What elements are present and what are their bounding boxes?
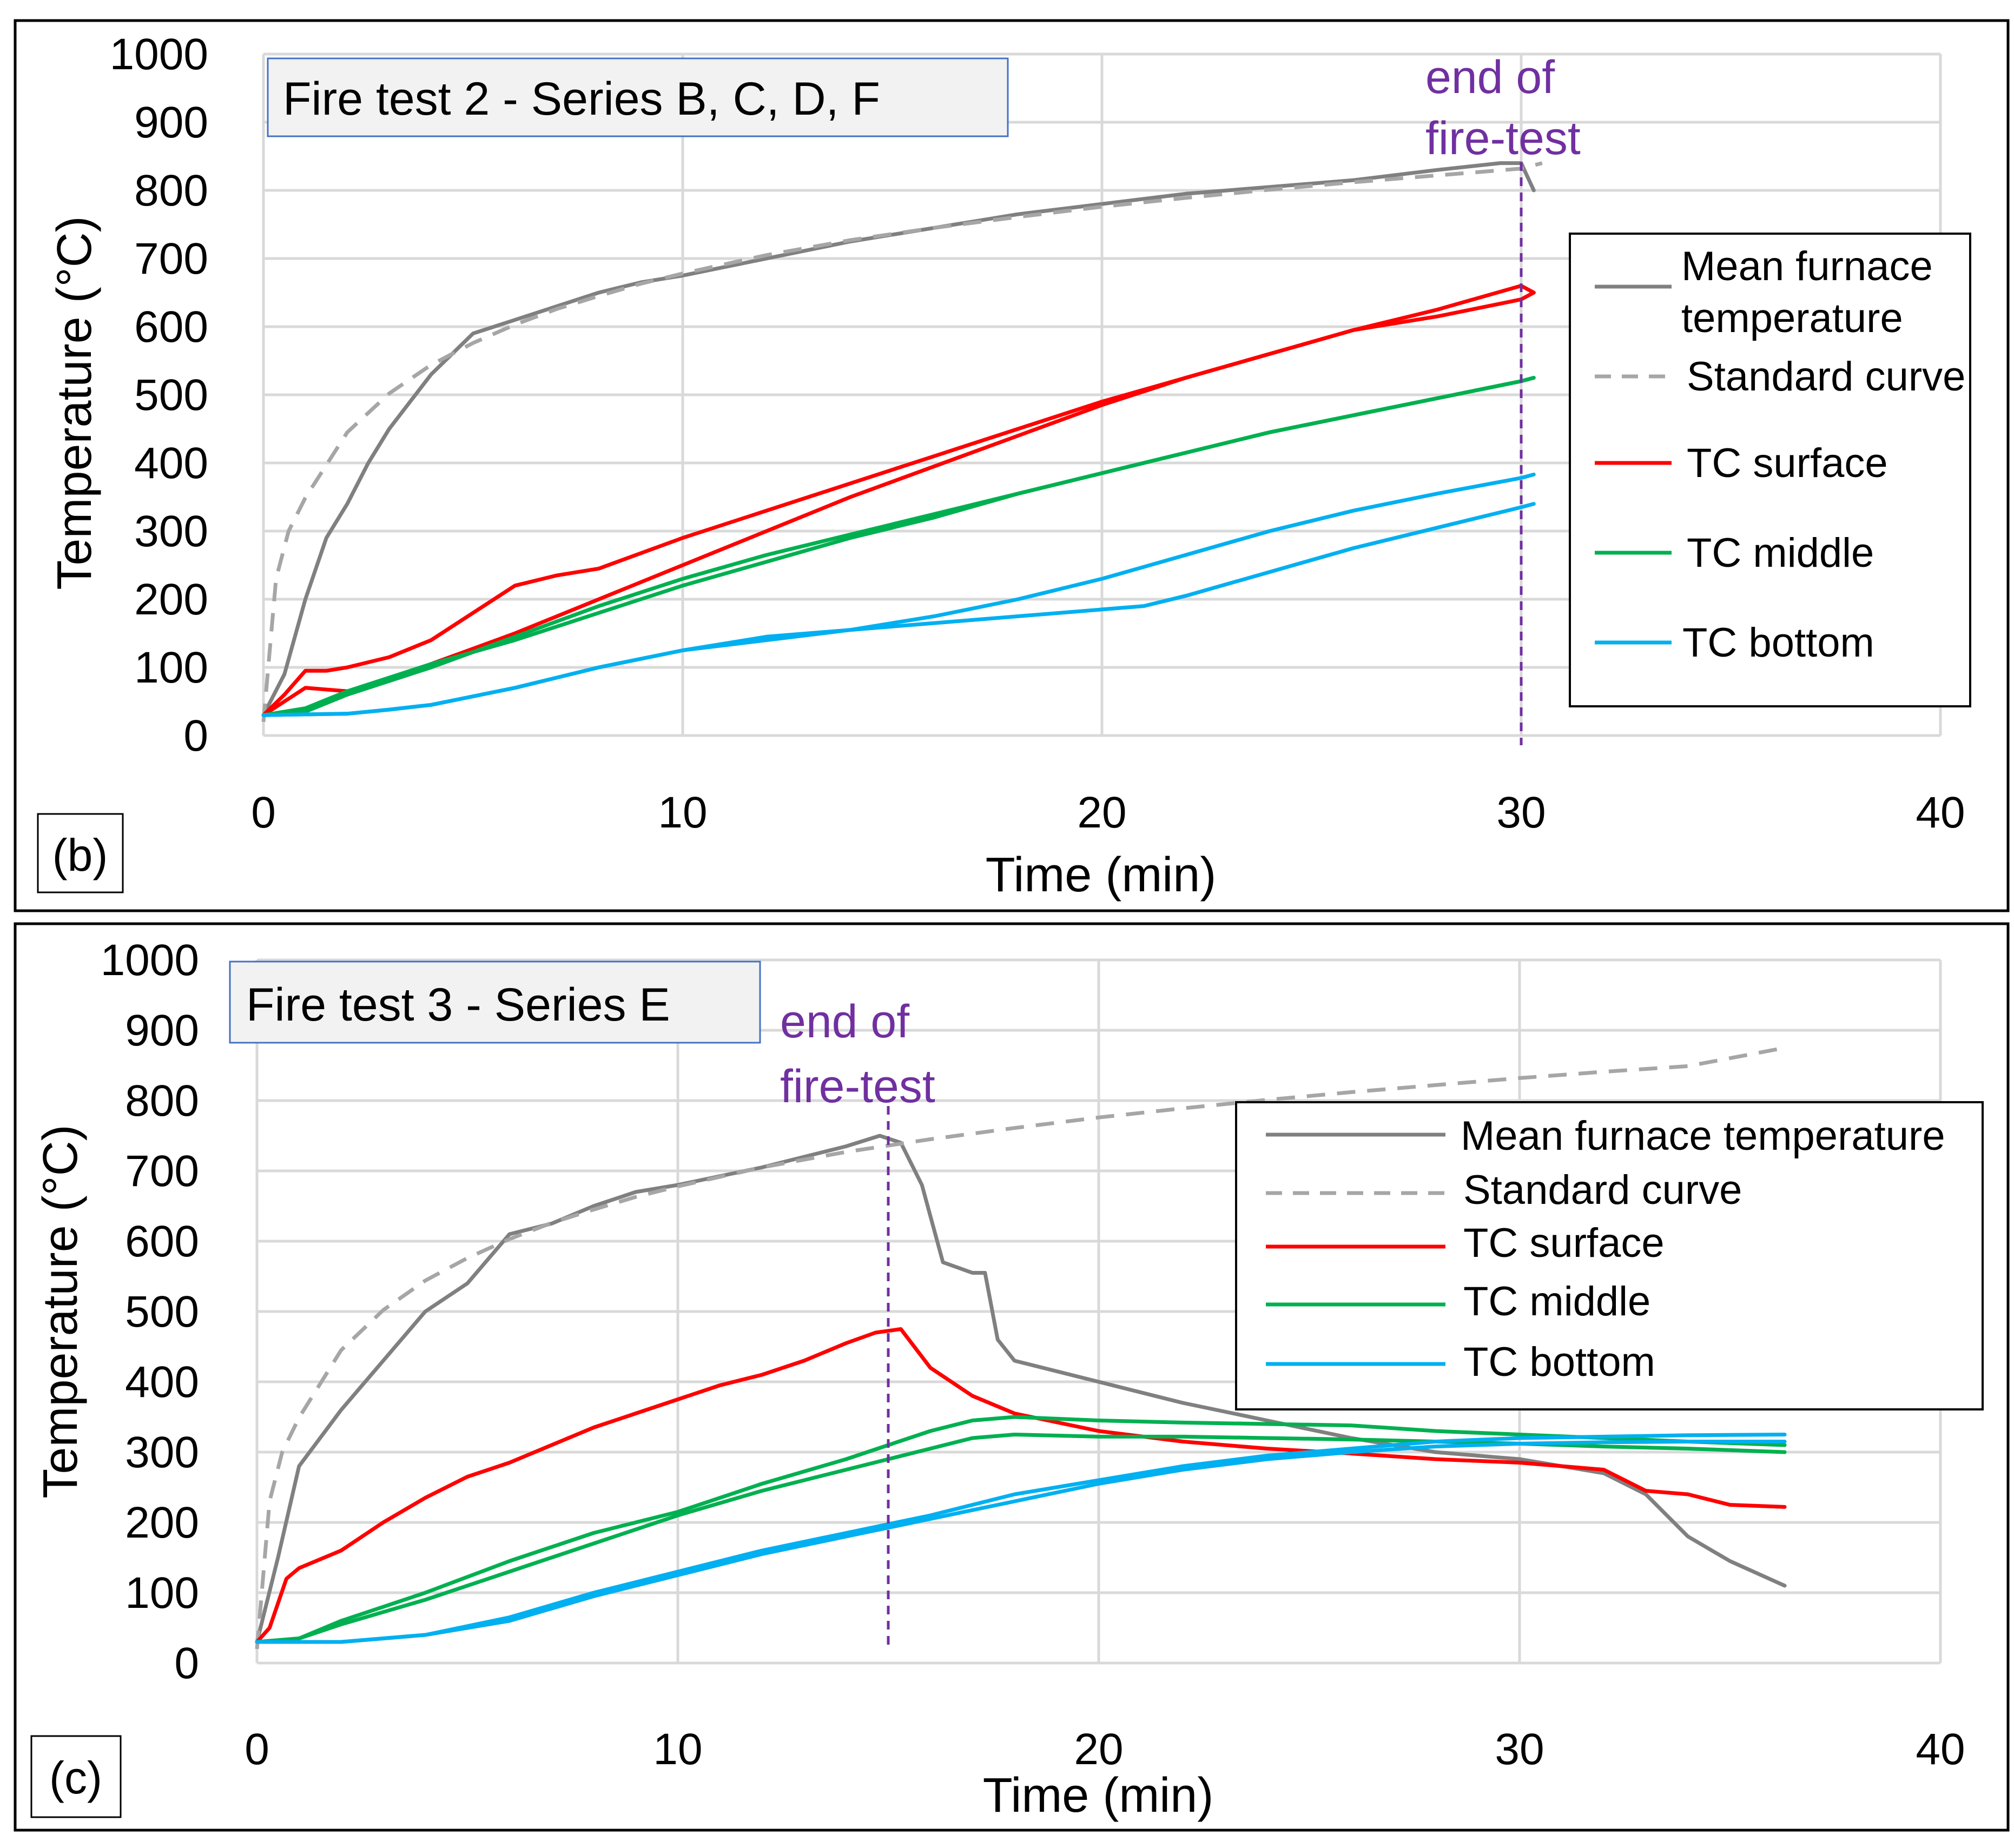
y-tick-label: 800 xyxy=(134,166,208,215)
panel-b-y-ticks: 0 100 200 300 400 500 600 700 800 900 1000 xyxy=(110,30,208,760)
panel-b-title: Fire test 2 - Series B, C, D, F xyxy=(283,73,880,125)
series-line-mean-furnace xyxy=(255,1134,1787,1644)
legend-label-mean-furnace-line2: temperature xyxy=(1681,295,1903,341)
y-tick-label: 300 xyxy=(134,507,208,556)
x-tick-label: 10 xyxy=(653,1725,702,1774)
y-tick-label: 900 xyxy=(125,1006,199,1055)
panel-b-end-label-line1: end of xyxy=(1425,51,1555,103)
y-tick-label: 500 xyxy=(125,1287,199,1336)
y-tick-label: 900 xyxy=(134,98,208,147)
panel-c-x-ticks: 0 10 20 30 40 xyxy=(245,1725,1965,1774)
legend-label-surface: TC surface xyxy=(1463,1220,1665,1266)
panel-c-y-axis-label: Temperature (°C) xyxy=(34,1124,88,1498)
y-tick-label: 300 xyxy=(125,1428,199,1477)
panel-b: 0 100 200 300 400 500 600 700 800 900 1000 0 10 20 30… xyxy=(14,19,2010,912)
panel-b-title-box xyxy=(267,57,1009,137)
series-line-middle xyxy=(255,1433,1787,1644)
legend-label-mean-furnace-line1: Mean furnace xyxy=(1681,243,1933,289)
x-tick-label: 20 xyxy=(1077,788,1126,837)
panel-c: 0 100 200 300 400 500 600 700 800 900 1000 0 10 20 30… xyxy=(14,922,2010,1832)
y-tick-label: 500 xyxy=(134,370,208,420)
panel-b-end-label-line2: fire-test xyxy=(1425,112,1581,164)
x-tick-label: 20 xyxy=(1074,1725,1123,1774)
y-tick-label: 0 xyxy=(174,1639,199,1688)
x-tick-label: 30 xyxy=(1496,788,1546,837)
series-line-bottom xyxy=(255,1440,1787,1644)
panel-c-end-label-line2: fire-test xyxy=(780,1061,935,1112)
legend-label-standard: Standard curve xyxy=(1687,354,1965,400)
panel-b-legend-box xyxy=(1569,233,1971,707)
x-tick-label: 10 xyxy=(658,788,707,837)
panel-c-label: (c) xyxy=(49,1752,102,1803)
y-tick-label: 600 xyxy=(125,1217,199,1266)
x-tick-label: 0 xyxy=(251,788,276,837)
y-tick-label: 200 xyxy=(134,575,208,624)
y-tick-label: 1000 xyxy=(110,30,208,79)
y-tick-label: 0 xyxy=(183,711,208,760)
series-line-middle xyxy=(261,376,1536,717)
legend-label-middle: TC middle xyxy=(1463,1279,1650,1324)
panel-b-legend: Mean furnace temperature Standard curve … xyxy=(1569,233,1971,707)
series-line-standard xyxy=(255,1046,1785,1650)
y-tick-label: 200 xyxy=(125,1498,199,1547)
panel-c-y-ticks: 0 100 200 300 400 500 600 700 800 900 1000 xyxy=(101,936,199,1688)
panel-b-label-box xyxy=(37,813,124,893)
y-tick-label: 800 xyxy=(125,1076,199,1125)
y-tick-label: 100 xyxy=(134,643,208,692)
y-tick-label: 700 xyxy=(125,1147,199,1196)
series-line-bottom xyxy=(255,1433,1787,1644)
y-tick-label: 700 xyxy=(134,234,208,283)
panel-c-x-axis-label: Time (min) xyxy=(983,1768,1214,1823)
legend-label-mean-furnace: Mean furnace temperature xyxy=(1461,1113,1945,1159)
panel-c-series xyxy=(255,1046,1787,1650)
panel-b-y-axis-label: Temperature (°C) xyxy=(48,216,102,589)
series-line-mean-furnace xyxy=(261,161,1536,717)
panel-b-series xyxy=(261,161,1543,745)
series-line-middle xyxy=(255,1415,1787,1644)
legend-label-bottom: TC bottom xyxy=(1463,1339,1655,1385)
legend-label-middle: TC middle xyxy=(1687,530,1874,576)
panel-c-title: Fire test 3 - Series E xyxy=(246,979,670,1031)
x-tick-label: 40 xyxy=(1916,1725,1965,1774)
x-tick-label: 30 xyxy=(1495,1725,1544,1774)
series-line-surface xyxy=(255,1327,1787,1644)
panel-c-title-box xyxy=(229,961,761,1044)
panel-c-end-label-line1: end of xyxy=(780,996,910,1048)
y-tick-label: 100 xyxy=(125,1568,199,1618)
panel-c-legend: Mean furnace temperature Standard curve … xyxy=(1235,1101,1984,1410)
legend-label-standard: Standard curve xyxy=(1463,1167,1742,1213)
panel-c-label-box xyxy=(30,1735,122,1818)
y-tick-label: 1000 xyxy=(101,936,199,985)
legend-label-bottom: TC bottom xyxy=(1682,620,1874,666)
series-line-bottom xyxy=(261,472,1536,717)
x-tick-label: 40 xyxy=(1916,788,1965,837)
y-tick-label: 600 xyxy=(134,302,208,352)
panel-c-legend-box xyxy=(1235,1101,1984,1410)
legend-label-surface: TC surface xyxy=(1687,440,1888,486)
y-tick-label: 400 xyxy=(125,1357,199,1407)
panel-b-x-axis-label: Time (min) xyxy=(986,848,1217,902)
panel-b-label: (b) xyxy=(52,830,108,880)
panel-b-x-ticks: 0 10 20 30 40 xyxy=(251,788,1965,837)
x-tick-label: 0 xyxy=(245,1725,269,1774)
y-tick-label: 400 xyxy=(134,439,208,488)
